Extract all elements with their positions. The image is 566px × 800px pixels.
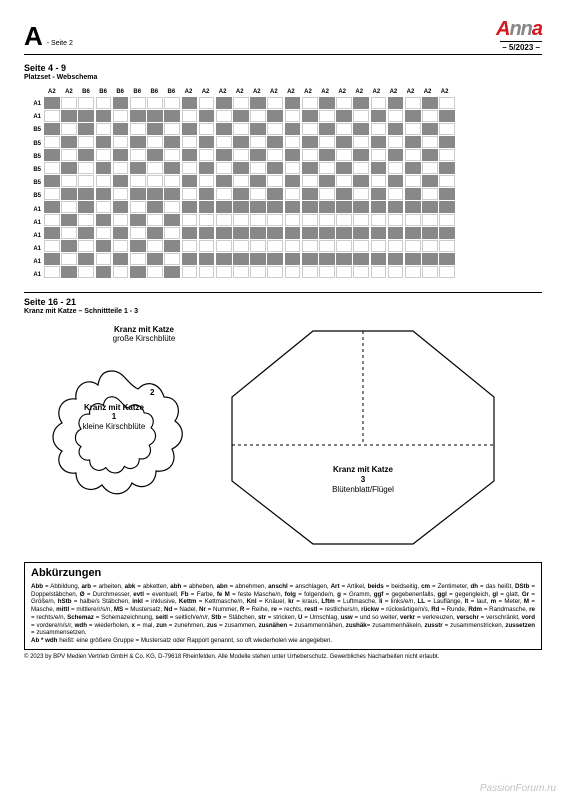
section1-title: Seite 4 - 9 xyxy=(24,63,542,73)
abbreviations-title: Abkürzungen xyxy=(31,567,535,581)
octagon-label: Kranz mit Katze 3 Blütenblatt/Flügel xyxy=(218,465,508,495)
weave-column-labels: A2A2B6B6B6B6B6B6A2A2A2A2A2A2A2A2A2A2A2A2… xyxy=(24,89,542,95)
pattern-shapes: Kranz mit Katze große Kirschblüte 2 Kran… xyxy=(24,325,542,552)
octagon-pattern: Kranz mit Katze 3 Blütenblatt/Flügel xyxy=(218,325,508,552)
abbreviations-box: Abkürzungen Abb = Abbildung, arb = arbei… xyxy=(24,562,542,650)
abbreviations-text: Abb = Abbildung, arb = arbeiten, abk = a… xyxy=(31,583,535,645)
weave-grid xyxy=(44,97,455,282)
header-left: A - Seite 2 xyxy=(24,21,73,52)
watermark: PassionForum.ru xyxy=(480,783,556,794)
octagon-svg xyxy=(218,325,508,550)
section2-title: Seite 16 - 21 xyxy=(24,292,542,307)
section2-subtitle: Kranz mit Katze – Schnittteile 1 - 3 xyxy=(24,308,542,315)
flower-outer-label: Kranz mit Katze große Kirschblüte xyxy=(84,325,204,343)
logo-a1: A xyxy=(496,18,509,40)
issue-label: – 5/2023 – xyxy=(500,41,542,52)
section-letter: A xyxy=(24,21,43,52)
flower-pattern: Kranz mit Katze große Kirschblüte 2 Kran… xyxy=(24,325,204,515)
copyright-footer: © 2023 by BPV Medien Vertrieb GmbH & Co.… xyxy=(24,654,542,660)
magazine-logo: Anna xyxy=(496,18,542,41)
flower-inner-label: Kranz mit Katze 1 kleine Kirschblüte xyxy=(24,403,204,431)
page-indicator: - Seite 2 xyxy=(47,40,73,47)
page-header: A - Seite 2 Anna – 5/2023 – xyxy=(24,18,542,55)
logo-a2: a xyxy=(532,18,542,40)
weave-row-labels: A1A1B5B5B5B5B5B5A1A1A1A1A1A1 xyxy=(24,97,41,282)
weave-diagram: A2A2B6B6B6B6B6B6A2A2A2A2A2A2A2A2A2A2A2A2… xyxy=(24,89,542,282)
section1-subtitle: Platzset - Webschema xyxy=(24,74,542,81)
logo-block: Anna – 5/2023 – xyxy=(496,18,542,52)
logo-nn: nn xyxy=(509,18,531,40)
flower-outer-num: 2 xyxy=(150,388,155,397)
